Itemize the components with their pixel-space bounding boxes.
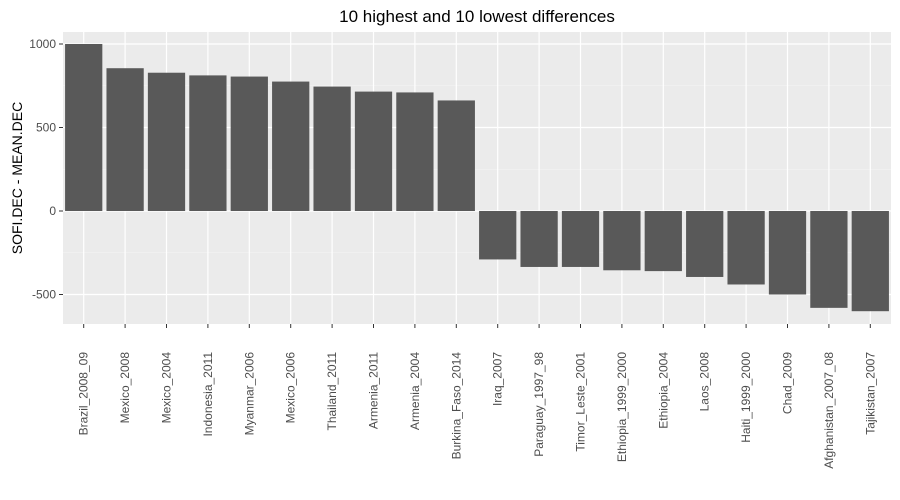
x-tick-label: Chad_2009	[781, 352, 795, 414]
bar-Armenia_2004	[396, 92, 434, 211]
y-axis-label: SOFI.DEC - MEAN.DEC	[9, 102, 25, 254]
x-tick-label: Burkina_Faso_2014	[449, 352, 463, 460]
y-tick-label: -500	[32, 288, 56, 302]
x-tick-label: Paraguay_1997_98	[532, 352, 546, 457]
plot-panel	[63, 32, 891, 324]
bar-Laos_2008	[686, 211, 724, 277]
x-tick-label: Brazil_2008_09	[77, 352, 91, 436]
x-tick-label: Mexico_2006	[284, 352, 298, 424]
y-tick-label: 1000	[29, 37, 56, 51]
bar-Brazil_2008_09	[65, 44, 103, 211]
bar-Afghanistan_2007_08	[810, 211, 848, 308]
chart-title: 10 highest and 10 lowest differences	[339, 7, 615, 26]
x-tick-label: Armenia_2004	[408, 352, 422, 430]
bar-Chad_2009	[768, 211, 807, 295]
x-tick-label: Timor_Leste_2001	[574, 352, 588, 452]
x-tick-label: Ethiopia_2004	[656, 352, 670, 429]
bar-Iraq_2007	[479, 211, 517, 260]
bar-Haiti_1999_2000	[727, 211, 765, 285]
bar-Myanmar_2006	[230, 76, 268, 211]
bar-Mexico_2008	[106, 68, 144, 211]
x-tick-label: Haiti_1999_2000	[739, 352, 753, 443]
bar-Paraguay_1997_98	[520, 211, 558, 267]
bars	[65, 44, 889, 312]
x-tick-label: Iraq_2007	[491, 352, 505, 406]
x-tick-label: Indonesia_2011	[201, 352, 215, 437]
x-tick-label: Myanmar_2006	[242, 352, 256, 436]
x-tick-label: Mexico_2008	[118, 352, 132, 424]
x-tick-label: Mexico_2004	[160, 352, 174, 424]
bar-Thailand_2011	[313, 86, 351, 211]
x-tick-label: Tajikistan_2007	[863, 352, 877, 435]
bar-Ethiopia_1999_2000	[603, 211, 641, 271]
x-tick-label: Laos_2008	[698, 352, 712, 412]
y-tick-label: 500	[36, 121, 56, 135]
x-axis: Brazil_2008_09 Mexico_2008 Mexico_2004 Indo…	[77, 324, 877, 469]
y-axis: -500 0 500 1000	[29, 37, 63, 302]
bar-Mexico_2006	[272, 81, 310, 211]
y-tick-label: 0	[49, 204, 56, 218]
x-tick-label: Afghanistan_2007_08	[822, 352, 836, 469]
x-tick-label: Ethiopia_1999_2000	[615, 352, 629, 462]
x-tick-label: Thailand_2011	[325, 352, 339, 431]
x-tick-label: Armenia_2011	[367, 352, 381, 429]
bar-Armenia_2011	[354, 91, 393, 211]
bar-Ethiopia_2004	[644, 211, 682, 272]
bar-Mexico_2004	[147, 72, 186, 211]
bar-Timor_Leste_2001	[561, 211, 600, 267]
bar-Tajikistan_2007	[851, 211, 889, 312]
bar-Indonesia_2011	[189, 75, 227, 211]
bar-Burkina_Faso_2014	[437, 100, 475, 211]
